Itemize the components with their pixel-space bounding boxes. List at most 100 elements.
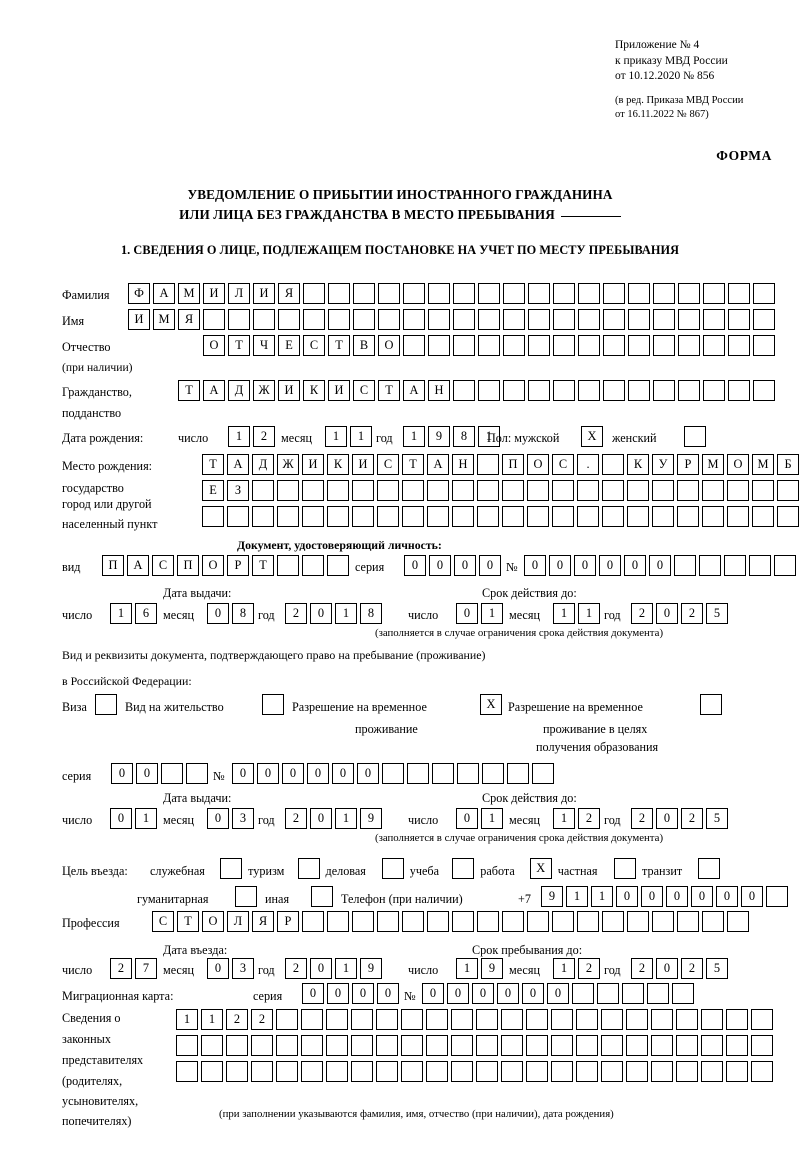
char-cell[interactable] — [453, 335, 475, 356]
char-cell[interactable]: И — [203, 283, 225, 304]
char-cell[interactable] — [327, 911, 349, 932]
char-cell[interactable]: 0 — [207, 603, 229, 624]
char-cell[interactable] — [526, 1009, 548, 1030]
char-cell[interactable] — [651, 1009, 673, 1030]
char-cell[interactable] — [678, 309, 700, 330]
char-cell[interactable]: 0 — [524, 555, 546, 576]
char-cell[interactable] — [552, 911, 574, 932]
char-cell[interactable]: Д — [228, 380, 250, 401]
char-cell[interactable] — [95, 694, 117, 715]
char-cell[interactable]: X — [581, 426, 603, 447]
char-cell[interactable]: С — [552, 454, 574, 475]
char-cell[interactable] — [401, 1009, 423, 1030]
char-cell[interactable] — [482, 763, 504, 784]
char-cell[interactable] — [503, 283, 525, 304]
char-cell[interactable]: 1 — [456, 958, 478, 979]
char-cell[interactable] — [382, 763, 404, 784]
char-cell[interactable] — [703, 283, 725, 304]
char-cell[interactable] — [226, 1035, 248, 1056]
char-cell[interactable] — [751, 1061, 773, 1082]
char-cell[interactable] — [724, 555, 746, 576]
purpose-option-checkbox[interactable] — [220, 858, 245, 879]
char-cell[interactable] — [502, 911, 524, 932]
char-cell[interactable] — [677, 480, 699, 501]
char-cell[interactable] — [427, 506, 449, 527]
char-cell[interactable] — [728, 283, 750, 304]
purpose-option-checkbox[interactable] — [297, 858, 323, 879]
char-cell[interactable]: К — [303, 380, 325, 401]
char-cell[interactable] — [674, 555, 696, 576]
char-cell[interactable]: 8 — [232, 603, 254, 624]
char-cell[interactable] — [678, 335, 700, 356]
purpose-option-checkbox[interactable] — [381, 858, 407, 879]
char-cell[interactable] — [376, 1035, 398, 1056]
char-cell[interactable]: 0 — [641, 886, 663, 907]
char-cell[interactable] — [751, 1035, 773, 1056]
char-cell[interactable] — [766, 886, 788, 907]
char-cell[interactable] — [228, 309, 250, 330]
char-cell[interactable]: И — [128, 309, 150, 330]
edu-residence-checkbox[interactable] — [700, 694, 725, 715]
char-cell[interactable] — [553, 283, 575, 304]
char-cell[interactable] — [451, 1061, 473, 1082]
char-cell[interactable] — [451, 1009, 473, 1030]
char-cell[interactable]: Р — [227, 555, 249, 576]
char-cell[interactable]: 0 — [377, 983, 399, 1004]
char-cell[interactable] — [301, 1035, 323, 1056]
char-cell[interactable]: К — [327, 454, 349, 475]
char-cell[interactable] — [352, 480, 374, 501]
char-cell[interactable] — [753, 380, 775, 401]
char-cell[interactable] — [703, 309, 725, 330]
char-cell[interactable] — [161, 763, 183, 784]
char-cell[interactable] — [727, 506, 749, 527]
char-cell[interactable]: О — [378, 335, 400, 356]
char-cell[interactable] — [478, 335, 500, 356]
char-cell[interactable] — [401, 1061, 423, 1082]
char-cell[interactable] — [277, 506, 299, 527]
char-cell[interactable]: И — [253, 283, 275, 304]
char-cell[interactable]: Б — [777, 454, 799, 475]
char-cell[interactable] — [426, 1009, 448, 1030]
char-cell[interactable]: Я — [252, 911, 274, 932]
char-cell[interactable]: 2 — [285, 808, 307, 829]
char-cell[interactable] — [426, 1035, 448, 1056]
char-cell[interactable]: 0 — [282, 763, 304, 784]
char-cell[interactable] — [220, 858, 243, 879]
char-cell[interactable]: 0 — [522, 983, 544, 1004]
char-cell[interactable]: 0 — [332, 763, 354, 784]
char-cell[interactable] — [352, 911, 374, 932]
char-cell[interactable] — [377, 480, 399, 501]
char-cell[interactable] — [478, 283, 500, 304]
char-cell[interactable]: 0 — [232, 763, 254, 784]
char-cell[interactable] — [502, 480, 524, 501]
char-cell[interactable] — [527, 911, 549, 932]
char-cell[interactable] — [703, 380, 725, 401]
char-cell[interactable] — [552, 506, 574, 527]
char-cell[interactable] — [698, 858, 721, 879]
char-cell[interactable]: 3 — [232, 958, 254, 979]
char-cell[interactable]: Т — [328, 335, 350, 356]
char-cell[interactable]: М — [702, 454, 724, 475]
char-cell[interactable]: 1 — [553, 808, 575, 829]
char-cell[interactable]: 1 — [566, 886, 588, 907]
char-cell[interactable]: Р — [677, 454, 699, 475]
char-cell[interactable] — [477, 454, 499, 475]
purpose-option-checkbox[interactable] — [452, 858, 477, 879]
char-cell[interactable]: 0 — [310, 808, 332, 829]
char-cell[interactable] — [726, 1061, 748, 1082]
char-cell[interactable]: 9 — [541, 886, 563, 907]
char-cell[interactable]: М — [752, 454, 774, 475]
char-cell[interactable]: 0 — [404, 555, 426, 576]
char-cell[interactable] — [503, 309, 525, 330]
char-cell[interactable] — [528, 309, 550, 330]
char-cell[interactable] — [477, 506, 499, 527]
char-cell[interactable]: 8 — [360, 603, 382, 624]
